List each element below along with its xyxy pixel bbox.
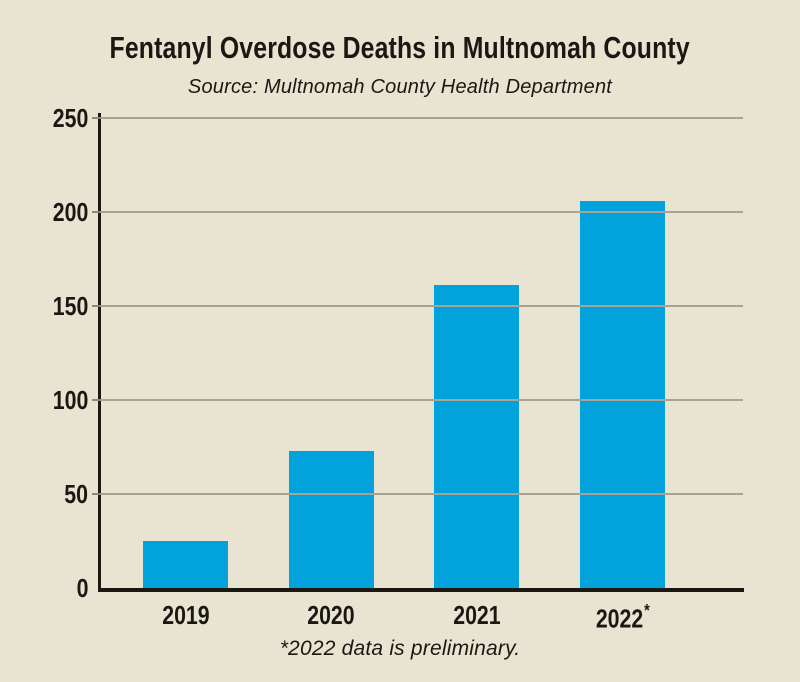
bar-2020 bbox=[288, 450, 374, 588]
y-tick-label-text: 250 bbox=[52, 103, 88, 133]
gridline-50 bbox=[101, 493, 743, 495]
x-tick-label-text: 2021 bbox=[453, 600, 501, 630]
preliminary-asterisk: * bbox=[643, 599, 650, 620]
y-tick-label-text: 100 bbox=[52, 385, 88, 415]
x-axis-line bbox=[98, 588, 744, 592]
bar-slot-2022 bbox=[550, 118, 696, 588]
y-tick-mark-150 bbox=[92, 305, 101, 307]
bar-slot-2021 bbox=[404, 118, 550, 588]
y-axis-line bbox=[98, 113, 101, 592]
gridline-100 bbox=[101, 399, 743, 401]
gridline-250 bbox=[101, 117, 743, 119]
x-tick-label-2021: 2021 bbox=[404, 600, 550, 630]
y-tick-label-250: 250 bbox=[14, 105, 88, 131]
x-tick-label-2022: 2022* bbox=[550, 597, 696, 634]
x-tick-label-2020: 2020 bbox=[259, 600, 405, 630]
y-tick-label-text: 0 bbox=[76, 573, 88, 603]
bars-group bbox=[101, 118, 743, 588]
bar-slot-2020 bbox=[259, 118, 405, 588]
gridline-150 bbox=[101, 305, 743, 307]
x-tick-label-text: 2019 bbox=[162, 600, 210, 630]
bar-2019 bbox=[143, 541, 229, 588]
y-tick-label-150: 150 bbox=[14, 293, 88, 319]
bar-2022 bbox=[579, 200, 665, 588]
gridline-200 bbox=[101, 211, 743, 213]
y-tick-mark-200 bbox=[92, 211, 101, 213]
chart-title: Fentanyl Overdose Deaths in Multnomah Co… bbox=[0, 30, 800, 66]
chart-title-text: Fentanyl Overdose Deaths in Multnomah Co… bbox=[109, 30, 691, 65]
x-axis-labels: 2019 2020 2021 2022* bbox=[101, 600, 743, 634]
y-tick-mark-100 bbox=[92, 399, 101, 401]
x-tick-label-text: 2022* bbox=[595, 599, 650, 634]
y-tick-label-200: 200 bbox=[14, 199, 88, 225]
y-tick-label-100: 100 bbox=[14, 387, 88, 413]
y-tick-mark-50 bbox=[92, 493, 101, 495]
chart-footnote: *2022 data is preliminary. bbox=[279, 637, 521, 660]
y-tick-label-text: 150 bbox=[52, 291, 88, 321]
y-tick-label-0: 0 bbox=[14, 575, 88, 601]
y-tick-label-text: 50 bbox=[64, 479, 88, 509]
y-tick-label-text: 200 bbox=[52, 197, 88, 227]
x-tick-label-2019: 2019 bbox=[113, 600, 259, 630]
bar-2021 bbox=[434, 285, 520, 588]
x-tick-label-text: 2020 bbox=[307, 600, 355, 630]
y-tick-mark-250 bbox=[92, 117, 101, 119]
y-tick-label-50: 50 bbox=[14, 481, 88, 507]
bar-slot-2019 bbox=[113, 118, 259, 588]
chart-source-subtitle: Source: Multnomah County Health Departme… bbox=[187, 76, 613, 98]
chart-plot-area bbox=[92, 113, 744, 592]
